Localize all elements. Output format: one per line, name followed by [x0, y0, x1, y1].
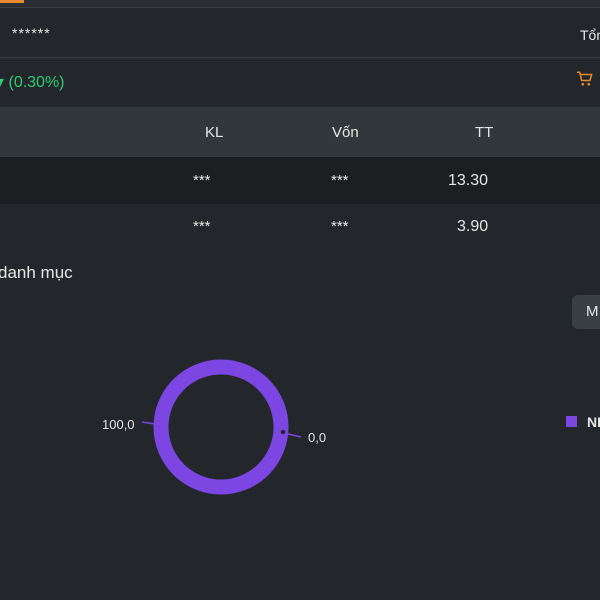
- table-header: [0, 107, 600, 157]
- donut-label-0: 0,0: [308, 430, 327, 445]
- cart-icon[interactable]: [576, 70, 594, 88]
- row2-von: ***: [331, 218, 349, 235]
- row1-von: ***: [331, 172, 349, 189]
- leader-line-100: [141, 421, 156, 425]
- row1-kl: ***: [193, 172, 211, 189]
- leader-line-0: [283, 432, 302, 438]
- row1-tt: 13.30: [448, 172, 489, 189]
- column-kl: KL: [205, 124, 224, 141]
- section-title: danh mục: [0, 263, 73, 282]
- donut-label-100: 100,0: [102, 417, 135, 432]
- legend-swatch-nh: [566, 416, 577, 427]
- view-toggle-button[interactable]: [572, 295, 600, 329]
- row2-kl: ***: [193, 218, 211, 235]
- column-von: Vốn: [332, 124, 359, 141]
- active-tab-indicator: [0, 0, 24, 3]
- table-row[interactable]: [0, 157, 600, 204]
- donut-slice-nh: [153, 359, 289, 495]
- total-label: Tổng: [580, 27, 600, 43]
- view-toggle-label: M: [586, 303, 599, 320]
- masked-balance: ******: [12, 25, 51, 41]
- top-tab-bar: [0, 0, 600, 8]
- column-tt: TT: [475, 124, 494, 141]
- up-arrow-icon: ▾: [0, 74, 5, 91]
- change-percent: ▾ (0.30%): [0, 72, 65, 92]
- change-percent-text: (0.30%): [8, 74, 65, 91]
- legend-label-nh: NH: [587, 414, 600, 430]
- row2-tt: 3.90: [457, 218, 489, 235]
- donut-slice-zero-marker: [279, 428, 287, 436]
- divider: [0, 57, 600, 58]
